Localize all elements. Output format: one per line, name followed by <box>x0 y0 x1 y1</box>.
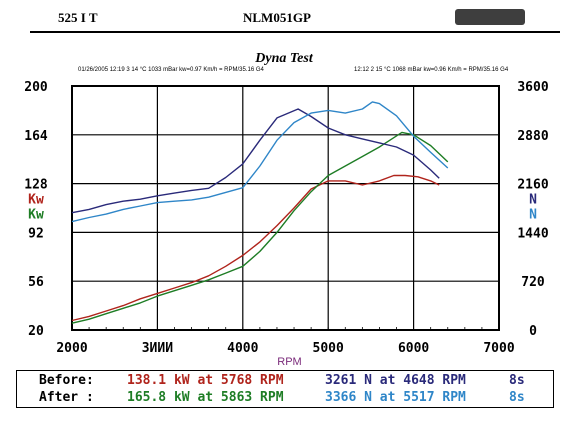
y-right-unit-label: N <box>529 193 537 208</box>
y-left-unit-label: Kw <box>28 208 44 223</box>
y-left-tick-label: 92 <box>28 226 44 241</box>
y-right-tick-label: 2160 <box>517 178 548 193</box>
summary-label: After : <box>39 390 94 405</box>
summary-label: Before: <box>39 373 94 388</box>
x-tick-label: 2000 <box>56 341 87 356</box>
summary-power: 138.1 kW at 5768 RPM <box>127 373 284 388</box>
y-right-tick-label: 3600 <box>517 80 548 95</box>
summary-time: 8s <box>509 390 525 405</box>
report-header: 525 I T NLM051GP <box>0 0 568 38</box>
summary-torque: 3261 N at 4648 RPM <box>325 373 466 388</box>
y-right-tick-label: 0 <box>529 324 537 339</box>
x-tick-label: 6000 <box>398 341 429 356</box>
plate-label: NLM051GP <box>243 10 311 25</box>
x-tick-label: 5000 <box>313 341 344 356</box>
y-left-tick-label: 20 <box>28 324 44 339</box>
plot-frame <box>71 85 500 331</box>
y-left-tick-label: 164 <box>24 129 48 144</box>
series-line-2 <box>71 131 449 324</box>
x-tick-label: 7000 <box>483 341 514 356</box>
results-summary: Before: 138.1 kW at 5768 RPM 3261 N at 4… <box>16 370 554 408</box>
y-right-tick-label: 1440 <box>517 226 548 241</box>
series-line-1 <box>71 174 440 322</box>
y-left-tick-label: 128 <box>24 178 48 193</box>
x-axis-label: RPM <box>277 356 301 368</box>
run1-conditions: 01/26/2005 12:19 3 14 °C 1033 mBar kw=0.… <box>78 67 264 73</box>
vehicle-label: 525 I T <box>58 10 98 25</box>
redacted-block <box>455 9 525 25</box>
y-right-tick-label: 720 <box>521 275 545 290</box>
y-right-unit-label: N <box>529 208 537 223</box>
y-right-tick-label: 2880 <box>517 129 548 144</box>
x-tick-label: 3ИИИ <box>142 341 173 356</box>
summary-power: 165.8 kW at 5863 RPM <box>127 390 284 405</box>
series-line-4 <box>71 101 449 223</box>
y-left-unit-label: Kw <box>28 193 44 208</box>
y-left-tick-label: 56 <box>28 275 44 290</box>
chart-title: Dyna Test <box>255 51 313 66</box>
x-tick-label: 4000 <box>227 341 258 356</box>
y-left-tick-label: 200 <box>24 80 48 95</box>
run2-conditions: 12:12 2 15 °C 1068 mBar kw=0.96 Km/h = R… <box>354 67 509 73</box>
summary-torque: 3366 N at 5517 RPM <box>325 390 466 405</box>
series-line-3 <box>71 108 440 214</box>
header-rule <box>30 31 560 33</box>
summary-time: 8s <box>509 373 525 388</box>
